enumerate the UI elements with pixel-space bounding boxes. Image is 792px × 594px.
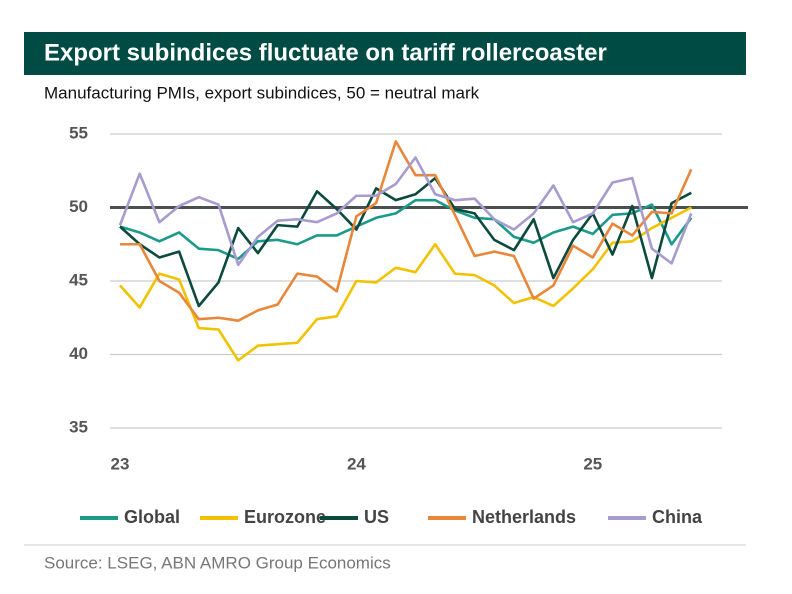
legend-label: Netherlands <box>472 507 576 527</box>
series-line <box>119 198 693 261</box>
legend-label: China <box>652 507 703 527</box>
series-line <box>119 206 692 362</box>
source: Source: LSEG, ABN AMRO Group Economics <box>44 553 391 572</box>
title-bar <box>24 32 746 75</box>
x-tick-label: 24 <box>347 454 366 473</box>
legend-label: Eurozone <box>244 507 326 527</box>
y-tick-label: 45 <box>69 270 88 289</box>
y-tick-label: 40 <box>69 344 88 363</box>
series-line <box>119 176 692 308</box>
y-tick-label: 55 <box>69 123 88 142</box>
series-line <box>118 156 693 267</box>
series-line <box>120 140 693 322</box>
chart-title: Export subindices fluctuate on tariff ro… <box>44 39 607 66</box>
y-tick-label: 50 <box>69 197 88 216</box>
x-tick-label: 23 <box>111 454 130 473</box>
legend-label: US <box>364 507 389 527</box>
y-tick-label: 35 <box>69 417 88 436</box>
legend-label: Global <box>124 507 180 527</box>
x-tick-label: 25 <box>583 454 602 473</box>
chart-subtitle: Manufacturing PMIs, export subindices, 5… <box>44 83 480 102</box>
